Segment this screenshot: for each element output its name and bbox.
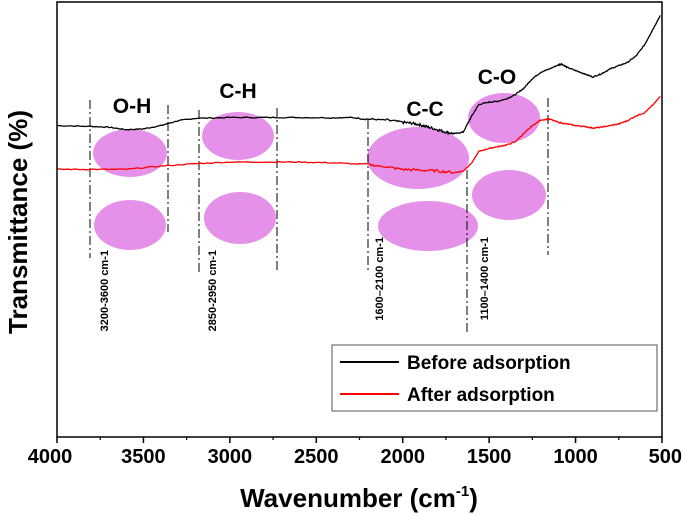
- x-tick-label: 4000: [28, 446, 73, 468]
- x-tick-label: 1000: [553, 446, 598, 468]
- legend-box: [331, 344, 658, 412]
- range-label-oh: 3200-3600 cm-1: [99, 250, 111, 331]
- x-tick-label: 1500: [467, 446, 512, 468]
- x-tick-label: 500: [649, 446, 682, 468]
- ch-before-ellipse: [202, 112, 274, 160]
- legend-label-before: Before adsorption: [407, 353, 571, 374]
- x-axis-title-close: ): [469, 483, 478, 513]
- oh-after-ellipse: [94, 200, 166, 250]
- co-before-ellipse: [468, 93, 540, 143]
- x-tick-label: 3000: [208, 446, 253, 468]
- legend: Before adsorption After adsorption: [331, 344, 658, 412]
- group-label-ch: C-H: [219, 80, 256, 103]
- ticks-layer: 4000 3500 3000 2500 2000 1500 1000 500: [28, 437, 682, 468]
- highlight-ellipses: [93, 93, 546, 251]
- series-layer: [56, 15, 661, 175]
- y-axis-title: Transmittance (%): [3, 110, 33, 334]
- range-label-ch: 2850-2950 cm-1: [207, 250, 219, 331]
- legend-label-after: After adsorption: [407, 385, 555, 406]
- series-line-after: [56, 95, 661, 175]
- x-axis-title-main: Wavenumber (cm: [240, 483, 456, 513]
- co-after-ellipse: [472, 170, 546, 220]
- x-tick-label: 3500: [121, 446, 166, 468]
- ch-after-ellipse: [204, 192, 276, 244]
- x-axis-title: Wavenumber (cm-1): [240, 483, 478, 513]
- group-label-cc: C-C: [406, 98, 443, 121]
- group-label-oh: O-H: [113, 95, 152, 118]
- range-dividers: [89, 98, 549, 335]
- x-tick-label: 2000: [380, 446, 425, 468]
- cc-before-ellipse: [367, 127, 469, 189]
- group-label-co: C-O: [478, 66, 517, 89]
- range-label-cc: 1600–2100 cm-1: [374, 237, 386, 321]
- range-label-co: 1100–1400 cm-1: [479, 237, 491, 320]
- cc-after-ellipse: [378, 201, 478, 251]
- oh-before-ellipse: [93, 129, 167, 177]
- x-tick-label: 2500: [294, 446, 339, 468]
- series-line-before: [57, 15, 661, 136]
- x-axis-title-sup: -1: [456, 483, 469, 500]
